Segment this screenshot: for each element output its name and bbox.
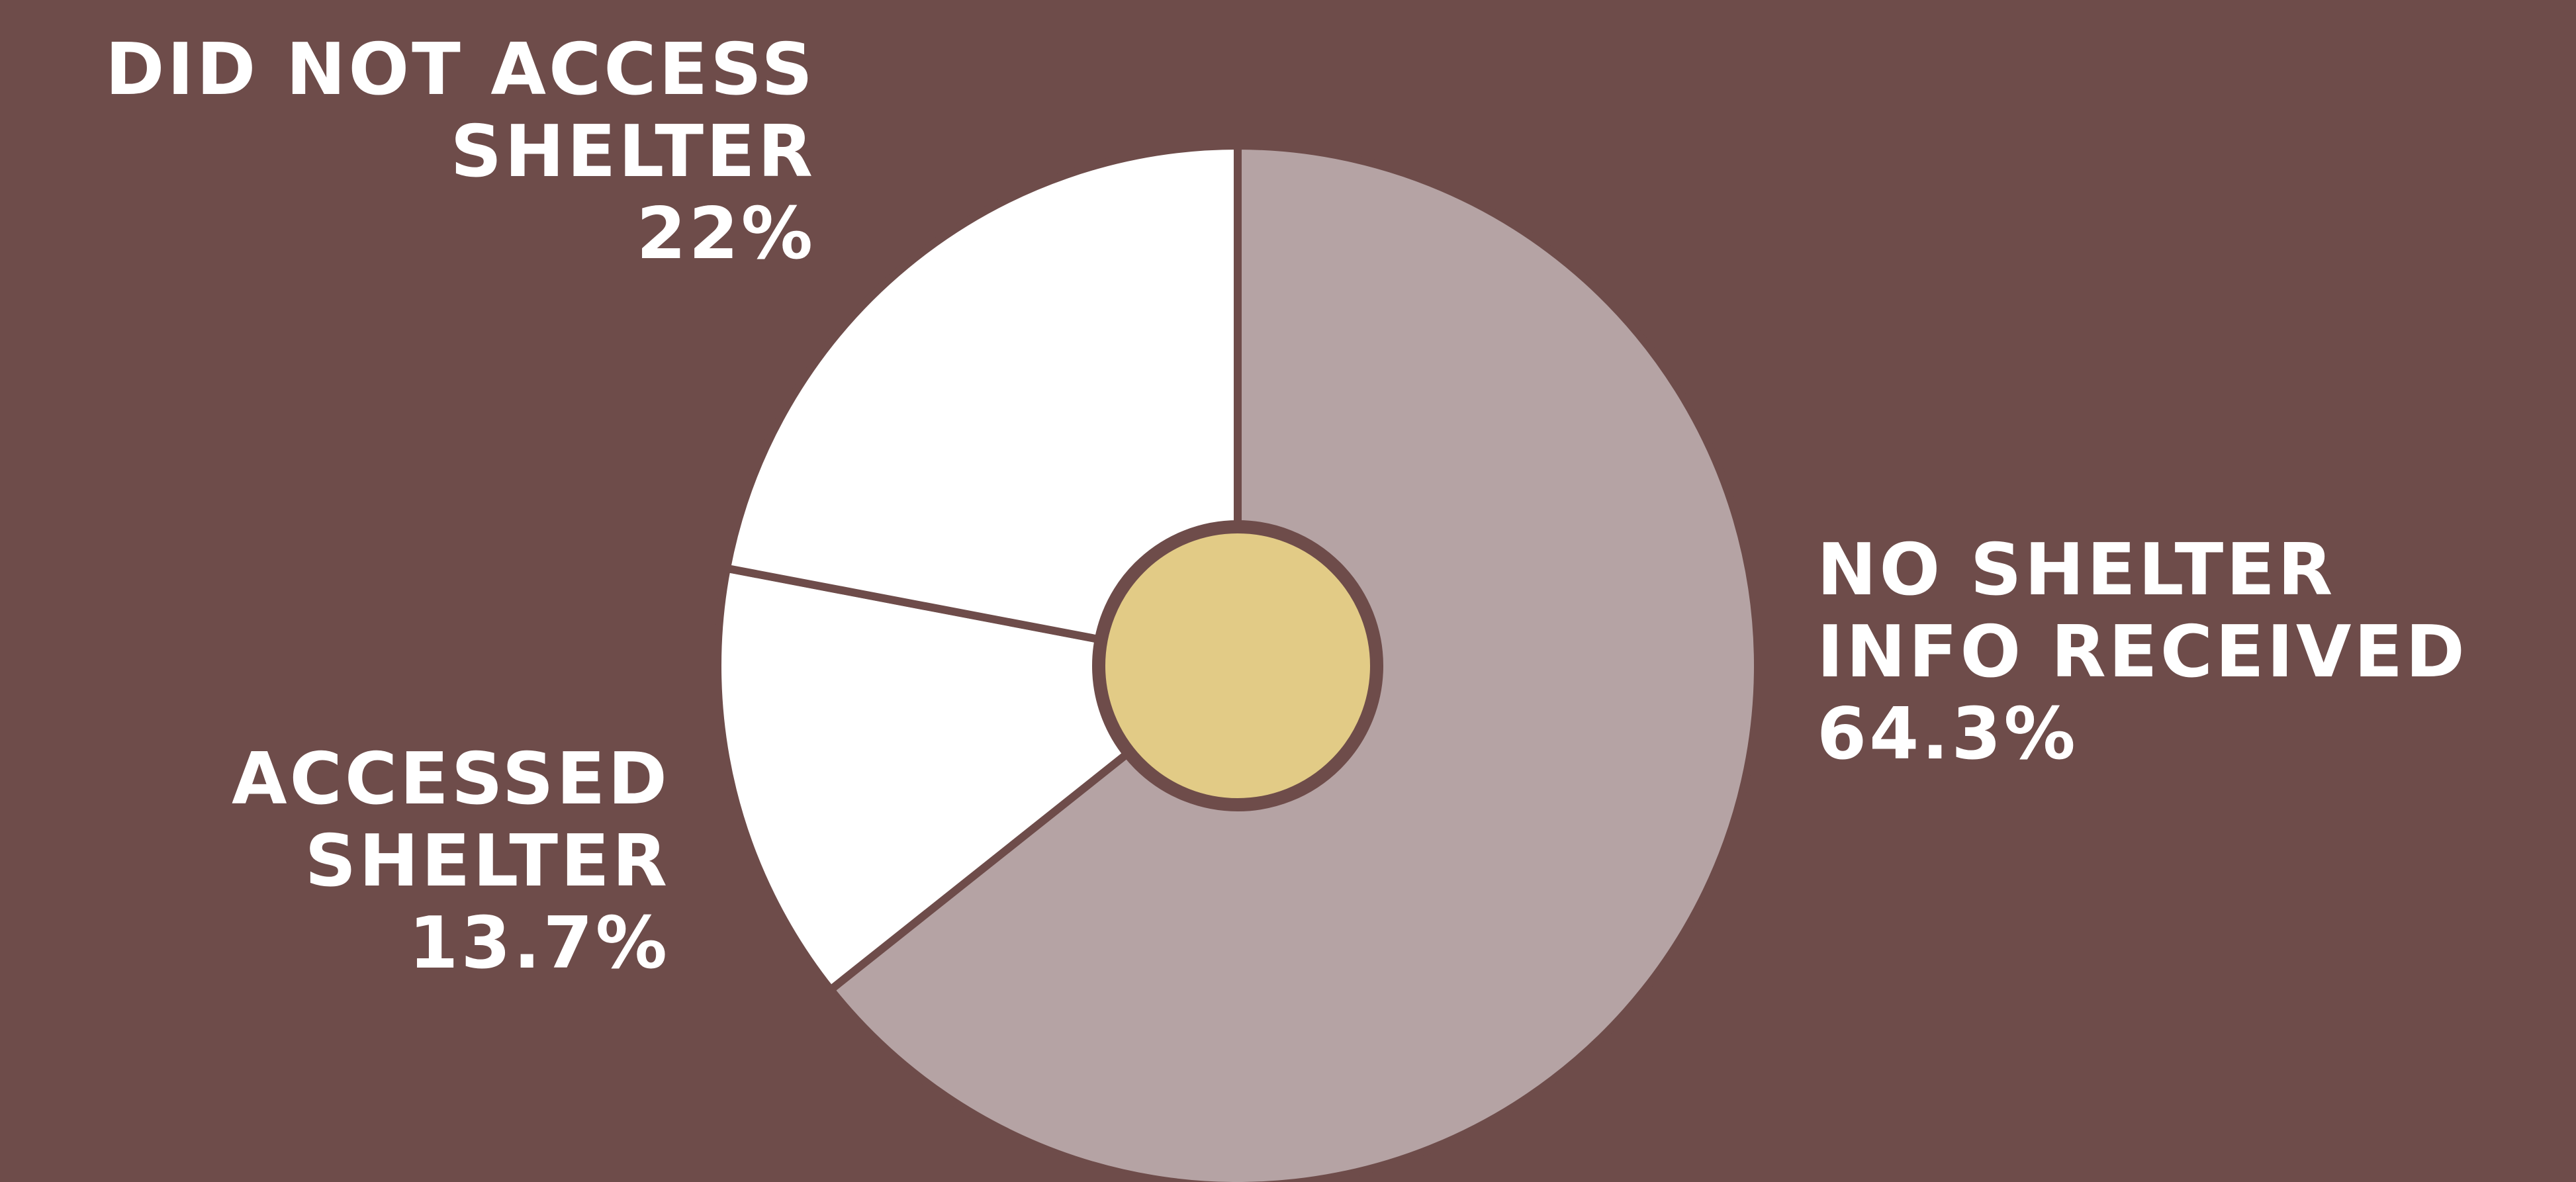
label-no-shelter-info-received: NO SHELTER INFO RECEIVED 64.3% <box>1817 529 2467 776</box>
label-no-info-line1: NO SHELTER <box>1817 529 2336 612</box>
label-accessed-line2: SHELTER <box>304 820 670 903</box>
label-no-info-line2: INFO RECEIVED <box>1817 611 2467 694</box>
label-did-not-access-shelter: DID NOT ACCESS SHELTER 22% <box>105 29 815 275</box>
slice-did-not-access-shelter <box>722 142 1242 670</box>
label-did-not-access-value: 22% <box>636 193 815 275</box>
label-accessed-line1: ACCESSED <box>231 738 670 821</box>
label-did-not-access-line1: DID NOT ACCESS <box>105 28 815 111</box>
label-accessed-value: 13.7% <box>408 902 670 985</box>
label-no-info-value: 64.3% <box>1817 693 2078 776</box>
label-did-not-access-line2: SHELTER <box>450 111 815 193</box>
center-disc <box>1092 520 1383 811</box>
label-accessed-shelter: ACCESSED SHELTER 13.7% <box>232 739 670 985</box>
